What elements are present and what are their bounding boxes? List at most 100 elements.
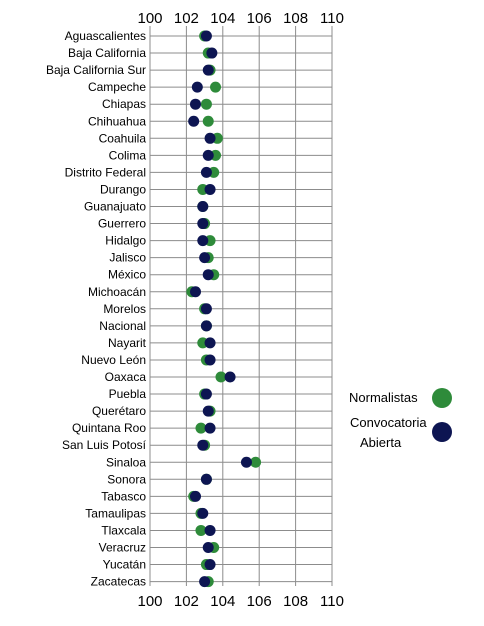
category-label-coahuila: Coahuila — [99, 131, 147, 145]
point-convocatoria-abierta-yucatan — [204, 559, 216, 571]
point-convocatoria-abierta-sonora — [200, 473, 212, 485]
bottom-tick-label-100: 100 — [137, 593, 162, 610]
top-tick-label-110: 110 — [320, 10, 344, 27]
point-convocatoria-abierta-jalisco — [199, 252, 211, 264]
category-label-yucatan: Yucatán — [103, 558, 146, 572]
category-label-baja-california: Baja California — [68, 46, 146, 60]
data-points — [186, 30, 262, 588]
point-normalistas-campeche — [210, 81, 222, 93]
point-convocatoria-abierta-puebla — [200, 388, 212, 400]
point-convocatoria-abierta-nacional — [200, 320, 212, 332]
top-x-axis: 100 102 104 106 108 110 — [137, 10, 343, 27]
category-label-nuevo-leon: Nuevo León — [81, 353, 146, 367]
point-normalistas-chiapas — [200, 98, 212, 110]
point-convocatoria-abierta-queretaro — [202, 405, 214, 417]
category-label-nayarit: Nayarit — [108, 336, 147, 350]
category-label-colima: Colima — [109, 148, 147, 162]
category-label-san-luis-potosi: San Luis Potosí — [62, 438, 147, 452]
point-convocatoria-abierta-coahuila — [204, 132, 216, 144]
bottom-tick-label-108: 108 — [283, 593, 308, 610]
point-convocatoria-abierta-chihuahua — [188, 115, 200, 127]
point-convocatoria-abierta-tlaxcala — [204, 524, 216, 536]
point-convocatoria-abierta-colima — [202, 149, 214, 161]
category-label-oaxaca: Oaxaca — [105, 370, 147, 384]
point-convocatoria-abierta-durango — [204, 183, 216, 195]
legend: Normalistas Convocatoria Abierta — [349, 388, 452, 450]
legend-label-convocatoria: Convocatoria — [350, 415, 427, 430]
bottom-tick-label-104: 104 — [210, 593, 235, 610]
point-convocatoria-abierta-nuevo-leon — [204, 354, 216, 366]
legend-item-convocatoria-abierta: Convocatoria Abierta — [350, 415, 452, 450]
legend-swatch-convocatoria-abierta — [432, 422, 452, 442]
point-convocatoria-abierta-tabasco — [190, 490, 201, 502]
series-convocatoria-abierta — [188, 30, 252, 588]
category-label-sonora: Sonora — [107, 472, 146, 486]
point-convocatoria-abierta-zacatecas — [199, 576, 211, 588]
point-convocatoria-abierta-quintana-roo — [204, 422, 216, 434]
category-label-guanajuato: Guanajuato — [84, 200, 146, 214]
point-convocatoria-abierta-hidalgo — [197, 235, 209, 247]
category-label-tamaulipas: Tamaulipas — [85, 506, 146, 520]
point-convocatoria-abierta-guanajuato — [197, 201, 209, 212]
category-label-aguascalientes: Aguascalientes — [65, 29, 146, 43]
category-label-chiapas: Chiapas — [102, 97, 146, 111]
category-label-mexico: México — [108, 268, 146, 282]
point-normalistas-quintana-roo — [195, 422, 207, 434]
category-label-michoacan: Michoacán — [88, 285, 146, 299]
bottom-tick-label-106: 106 — [247, 593, 272, 610]
vertical-gridlines — [149, 26, 333, 586]
top-tick-label-104: 104 — [210, 10, 235, 27]
category-label-queretaro: Querétaro — [92, 404, 146, 418]
point-convocatoria-abierta-veracruz — [202, 542, 214, 553]
point-convocatoria-abierta-campeche — [191, 81, 203, 93]
category-label-distrito-federal: Distrito Federal — [65, 165, 146, 179]
point-convocatoria-abierta-tamaulipas — [197, 507, 209, 519]
point-convocatoria-abierta-aguascalientes — [200, 30, 212, 42]
category-label-guerrero: Guerrero — [98, 217, 146, 231]
category-label-tlaxcala: Tlaxcala — [101, 523, 146, 537]
bottom-tick-label-102: 102 — [174, 593, 199, 610]
point-normalistas-tlaxcala — [195, 524, 207, 536]
point-normalistas-oaxaca — [215, 371, 227, 383]
point-convocatoria-abierta-nayarit — [204, 337, 216, 349]
category-label-campeche: Campeche — [88, 80, 146, 94]
point-convocatoria-abierta-san-luis-potosi — [197, 439, 209, 451]
category-label-puebla: Puebla — [109, 387, 147, 401]
top-tick-label-100: 100 — [137, 10, 162, 27]
point-convocatoria-abierta-morelos — [200, 303, 212, 315]
category-label-durango: Durango — [100, 182, 146, 196]
point-normalistas-sinaloa — [250, 456, 262, 468]
category-label-tabasco: Tabasco — [101, 489, 146, 503]
point-convocatoria-abierta-guerrero — [197, 218, 209, 230]
legend-swatch-normalistas — [432, 388, 452, 408]
horizontal-gridlines — [150, 35, 332, 583]
category-label-morelos: Morelos — [103, 302, 146, 316]
category-label-sinaloa: Sinaloa — [106, 455, 146, 469]
category-label-veracruz: Veracruz — [99, 541, 146, 555]
category-labels: Aguascalientes Baja California Baja Califo… — [46, 29, 147, 589]
bottom-x-axis: 100 102 104 106 108 110 — [137, 593, 343, 610]
category-label-chihuahua: Chihuahua — [88, 114, 146, 128]
point-convocatoria-abierta-sinaloa — [240, 456, 252, 468]
category-label-quintana-roo: Quintana Roo — [72, 421, 146, 435]
point-convocatoria-abierta-distrito-federal — [200, 166, 212, 178]
point-convocatoria-abierta-baja-california-sur — [202, 64, 214, 76]
category-label-jalisco: Jalisco — [109, 251, 146, 265]
category-label-hidalgo: Hidalgo — [105, 234, 146, 248]
legend-item-normalistas: Normalistas — [349, 388, 452, 408]
category-label-baja-california-sur: Baja California Sur — [46, 63, 146, 77]
top-tick-label-108: 108 — [283, 10, 308, 27]
point-convocatoria-abierta-mexico — [202, 269, 214, 281]
category-label-zacatecas: Zacatecas — [91, 575, 146, 589]
point-convocatoria-abierta-michoacan — [190, 286, 201, 298]
category-label-nacional: Nacional — [99, 319, 146, 333]
point-convocatoria-abierta-oaxaca — [224, 371, 236, 383]
point-normalistas-chihuahua — [202, 115, 214, 127]
top-tick-label-106: 106 — [247, 10, 272, 27]
point-convocatoria-abierta-baja-california — [206, 47, 218, 59]
legend-label-abierta: Abierta — [360, 435, 402, 450]
top-tick-label-102: 102 — [174, 10, 199, 27]
legend-label-normalistas: Normalistas — [349, 390, 418, 405]
bottom-tick-label-110: 110 — [320, 593, 344, 610]
